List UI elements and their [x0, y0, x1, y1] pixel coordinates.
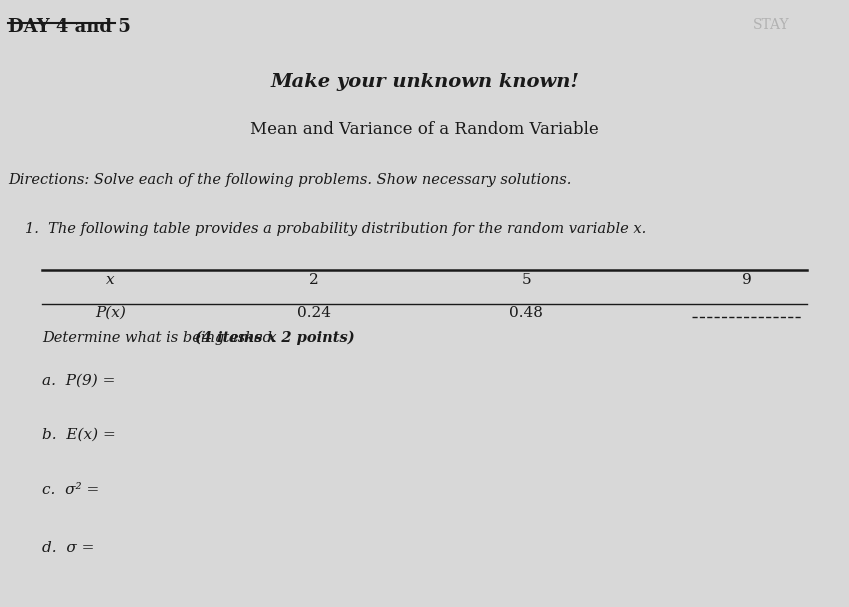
Text: (4 items x 2 points): (4 items x 2 points) — [195, 331, 355, 345]
Text: Directions: Solve each of the following problems. Show necessary solutions.: Directions: Solve each of the following … — [8, 173, 572, 187]
Text: 9: 9 — [742, 273, 752, 287]
Text: Mean and Variance of a Random Variable: Mean and Variance of a Random Variable — [250, 121, 599, 138]
Text: 1.  The following table provides a probability distribution for the random varia: 1. The following table provides a probab… — [25, 222, 647, 236]
Text: 5: 5 — [521, 273, 531, 287]
Text: STAY: STAY — [753, 18, 790, 32]
Text: c.  σ² =: c. σ² = — [42, 483, 99, 497]
Text: P(x): P(x) — [95, 306, 126, 320]
Text: b.  E(x) =: b. E(x) = — [42, 428, 116, 442]
Text: DAY 4 and 5: DAY 4 and 5 — [8, 18, 132, 36]
Text: 0.48: 0.48 — [509, 306, 543, 320]
Text: 2: 2 — [309, 273, 319, 287]
Text: Make your unknown known!: Make your unknown known! — [270, 73, 579, 91]
Text: d.  σ =: d. σ = — [42, 541, 95, 555]
Text: Determine what is being asked.: Determine what is being asked. — [42, 331, 282, 345]
Text: a.  P(9) =: a. P(9) = — [42, 373, 115, 387]
Text: 0.24: 0.24 — [297, 306, 331, 320]
Text: x: x — [106, 273, 115, 287]
